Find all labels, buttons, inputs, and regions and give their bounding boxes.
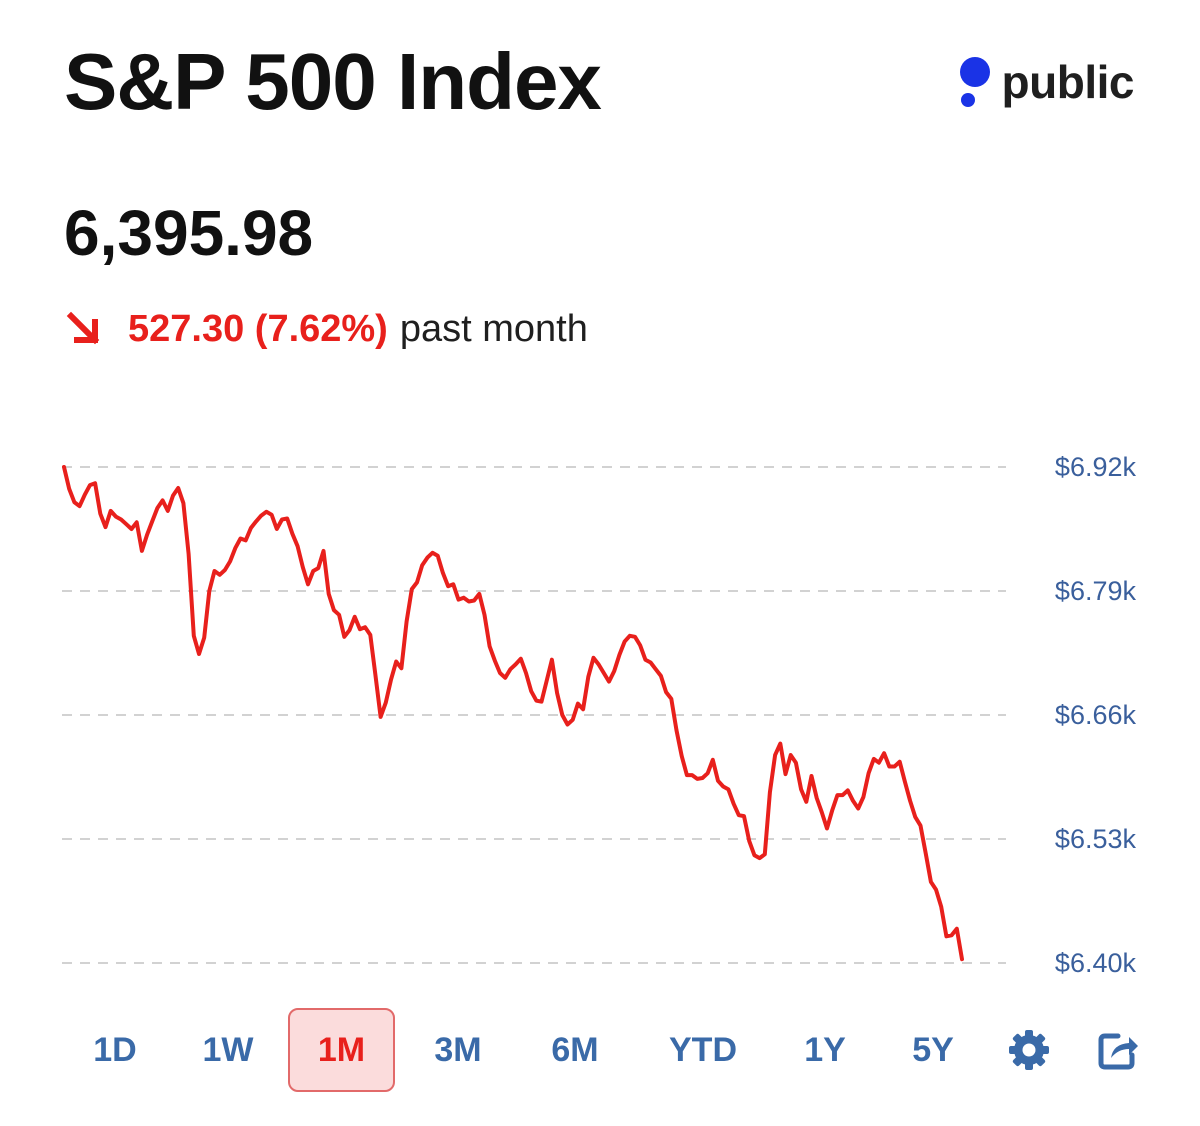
brand-logo: public (958, 54, 1135, 110)
y-tick-label: $6.66k (1055, 700, 1137, 730)
y-tick-label: $6.53k (1055, 824, 1137, 854)
gear-icon[interactable] (1005, 1026, 1053, 1074)
price-chart[interactable]: $6.92k $6.79k $6.66k $6.53k $6.40k (0, 440, 1200, 1000)
current-price: 6,395.98 (64, 197, 314, 269)
price-change: 527.30 (7.62%) past month (64, 306, 588, 352)
y-tick-label: $6.92k (1055, 452, 1137, 482)
y-tick-label: $6.40k (1055, 948, 1137, 978)
public-logo-icon (958, 55, 992, 109)
change-value: 527.30 (7.62%) (128, 307, 388, 350)
arrow-down-right-icon (66, 311, 100, 345)
range-button-6m[interactable]: 6M (551, 1030, 599, 1069)
range-button-5y[interactable]: 5Y (912, 1030, 954, 1069)
range-button-3m[interactable]: 3M (434, 1030, 482, 1069)
share-icon[interactable] (1094, 1026, 1142, 1074)
range-button-1m[interactable]: 1M (288, 1008, 395, 1092)
series-line (62, 465, 964, 962)
change-period: past month (399, 307, 588, 350)
range-selector: 1D 1W 1M 3M 6M YTD 1Y 5Y (60, 1008, 1150, 1094)
page-title: S&P 500 Index (64, 37, 602, 126)
y-tick-label: $6.79k (1055, 576, 1137, 606)
range-button-ytd[interactable]: YTD (669, 1030, 737, 1069)
range-button-1w[interactable]: 1W (202, 1030, 254, 1069)
range-button-1d[interactable]: 1D (93, 1030, 137, 1069)
range-button-1y[interactable]: 1Y (804, 1030, 846, 1069)
brand-name: public (1001, 56, 1135, 108)
